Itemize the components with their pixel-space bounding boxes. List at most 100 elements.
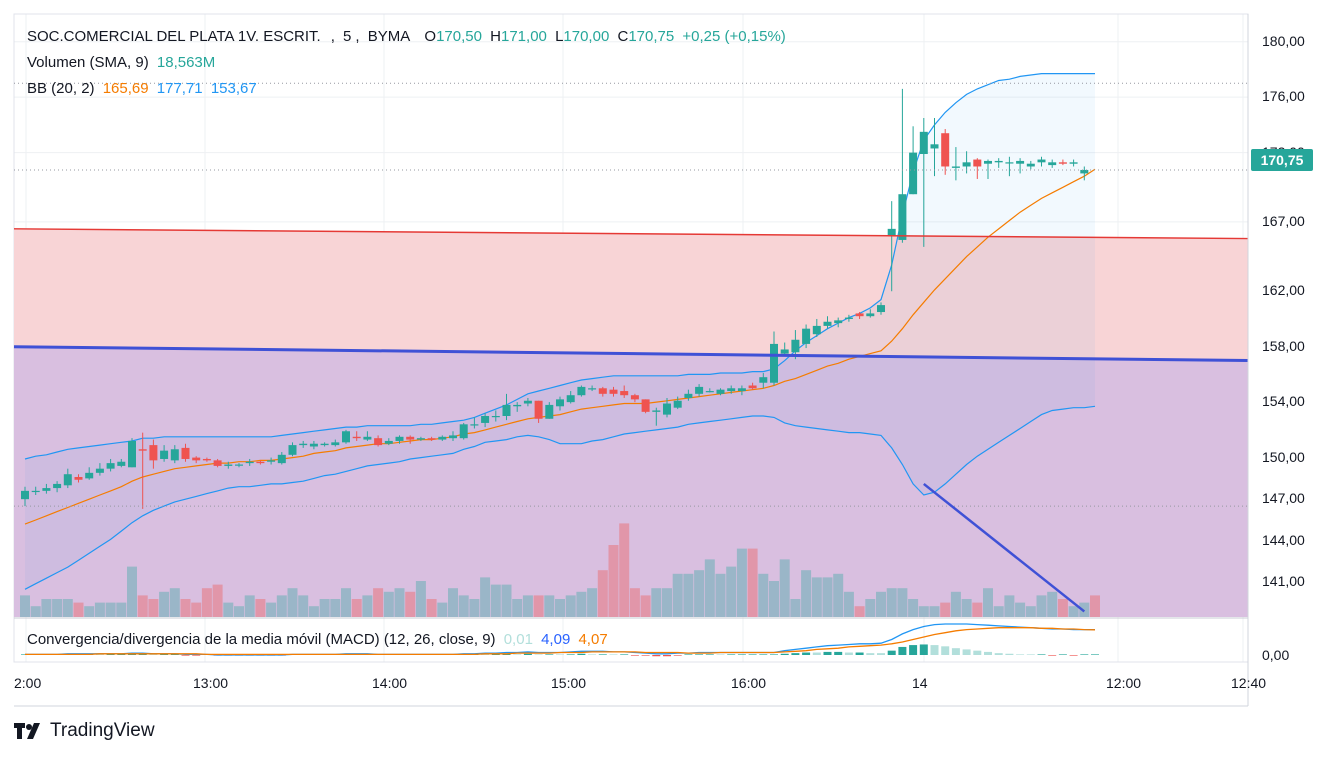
macd-hist-bar-56 [620, 654, 629, 655]
candle-body-60 [663, 403, 671, 415]
candle-body-75 [823, 321, 832, 326]
volume-bar-60 [662, 588, 672, 617]
volume-bar-78 [854, 606, 865, 617]
candle-body-67 [737, 388, 746, 392]
volume-bar-81 [886, 588, 897, 617]
volume-bar-88 [961, 599, 972, 617]
volume-bar-44 [490, 584, 501, 617]
macd-hist-bar-99 [1080, 654, 1089, 655]
volume-bar-23 [266, 602, 277, 617]
candle-body-41 [459, 424, 468, 439]
resistance-line [13, 228, 1249, 240]
macd-hist-bar-47 [523, 653, 532, 655]
candle-body-44 [491, 416, 500, 418]
candle-body-45 [502, 404, 511, 416]
time-tick-1: 13:00 [193, 675, 229, 691]
macd-hist-bar-87 [951, 648, 960, 655]
volume-bar-84 [918, 606, 929, 617]
macd-hist-bar-60 [663, 655, 671, 657]
candle-body-79 [866, 313, 875, 317]
macd-hist-bar-69 [759, 654, 768, 655]
macd-hist-bar-72 [791, 653, 800, 655]
volume-bar-93 [1015, 602, 1026, 617]
macd-hist-bar-74 [812, 652, 821, 655]
low-label: L [555, 28, 564, 45]
volume-bar-37 [415, 581, 426, 617]
volume-bar-39 [437, 602, 448, 617]
candle-body-69 [759, 377, 768, 383]
candle-body-10 [128, 440, 136, 468]
volume-bar-15 [180, 599, 191, 617]
zones [14, 228, 1248, 617]
macd-hist-bar-85 [930, 645, 939, 655]
candle-body-63 [695, 386, 704, 394]
candle-body-53 [588, 388, 597, 390]
candle-body-25 [288, 445, 297, 455]
macd-legend: Convergencia/divergencia de la media móv… [27, 631, 612, 648]
volume-bar-68 [747, 548, 758, 617]
candle-body-48 [534, 400, 543, 419]
macd-hist-bar-58 [641, 655, 650, 656]
candle-body-77 [844, 317, 853, 319]
candle-body-73 [802, 328, 811, 344]
volume-bars [20, 523, 1100, 617]
macd-hist-bar-97 [1058, 654, 1067, 655]
volume-bar-70 [769, 581, 779, 617]
volume-bar-97 [1057, 599, 1068, 617]
close-value: 170,75 [628, 28, 675, 45]
macd-hist-bar-50 [556, 654, 564, 655]
symbol-name: SOC.COMERCIAL DEL PLATA 1V. ESCRIT. [27, 28, 321, 45]
volume-bar-53 [587, 588, 598, 617]
candle-body-85 [930, 144, 939, 149]
candle-body-58 [641, 399, 650, 412]
open-value: 170,50 [436, 28, 482, 45]
bb-lower-value: 153,67 [210, 80, 257, 97]
macd-hist-bar-13 [160, 654, 169, 655]
macd-hist-bar-48 [534, 654, 543, 655]
volume-bar-48 [533, 595, 544, 617]
candle-body-4 [63, 474, 72, 486]
brand-text: TradingView [50, 720, 155, 741]
macd-hist-bar-43 [481, 654, 490, 655]
volume-bar-6 [84, 606, 95, 617]
tradingview-logo-icon [14, 723, 40, 739]
macd-hist-bar-66 [727, 654, 736, 655]
candle-body-55 [609, 389, 618, 394]
volume-bar-35 [394, 588, 405, 617]
volume-legend: Volumen (SMA, 9) 18,563M [27, 54, 219, 71]
volume-bar-38 [426, 599, 437, 617]
macd-hist-bar-96 [1048, 655, 1057, 656]
price-tick-1: 176,00 [1262, 88, 1305, 105]
bb-basis-line [24, 168, 1096, 525]
candle-body-22 [256, 461, 265, 464]
candle-body-31 [352, 436, 361, 439]
price-tick-0: 180,00 [1262, 32, 1305, 49]
candle-body-18 [213, 460, 222, 466]
candle-body-93 [1016, 160, 1025, 164]
candles[interactable] [21, 88, 1089, 509]
volume-bar-73 [801, 570, 812, 617]
volume-bar-28 [319, 599, 330, 617]
macd-hist-bar-59 [652, 655, 661, 657]
volume-bar-61 [672, 573, 683, 617]
candle-body-15 [181, 447, 190, 459]
macd-line-value: 4,09 [541, 631, 571, 648]
volume-bar-4 [62, 599, 73, 617]
macd-pane [21, 623, 1099, 657]
candle-body-19 [224, 464, 233, 466]
volume-bar-16 [191, 602, 202, 617]
candle-body-86 [941, 133, 950, 167]
trendline-0 [923, 482, 1086, 613]
candle-body-64 [705, 391, 714, 393]
macd-hist-bar-10 [128, 654, 136, 655]
macd-hist-bar-86 [941, 646, 950, 655]
macd-signal-value: 4,07 [578, 631, 608, 648]
interval: 5 [343, 28, 352, 45]
volume-bar-50 [555, 599, 565, 617]
tradingview-branding[interactable]: TradingView [14, 720, 155, 742]
volume-bar-30 [341, 588, 351, 617]
macd-hist-bar-88 [962, 649, 971, 655]
candle-body-66 [727, 388, 736, 392]
volume-bar-95 [1036, 595, 1047, 617]
